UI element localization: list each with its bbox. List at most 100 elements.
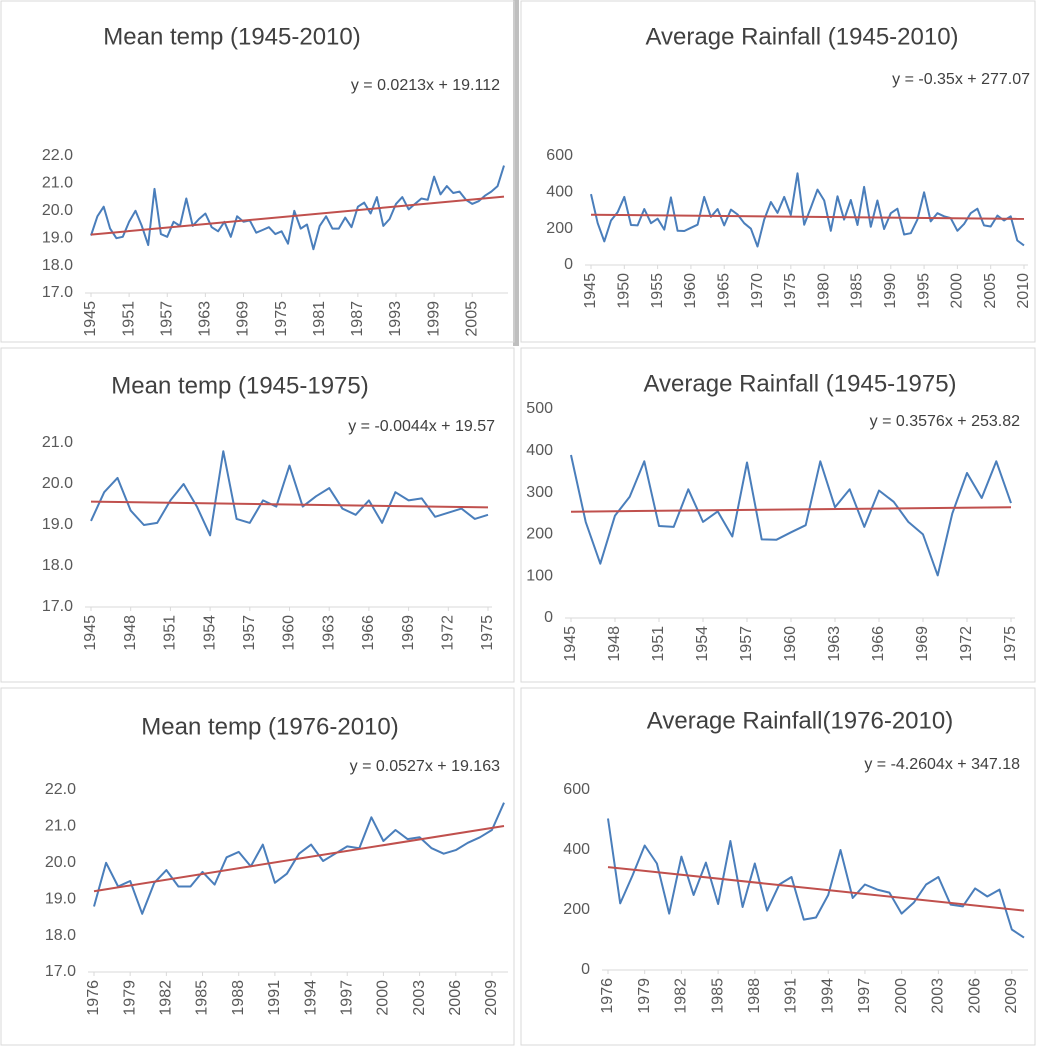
x-tick-label: 1970 <box>749 273 766 309</box>
y-tick-label: 0 <box>564 256 573 273</box>
panel <box>0 687 515 1046</box>
x-tick-label: 2005 <box>982 273 999 309</box>
x-tick-label: 1991 <box>266 980 283 1016</box>
trend-equation: y = 0.0527x + 19.163 <box>350 758 500 775</box>
x-tick-label: 1981 <box>311 301 328 337</box>
y-tick-label: 18.0 <box>42 557 73 574</box>
x-tick-label: 2005 <box>463 301 480 337</box>
y-tick-label: 18.0 <box>42 257 73 274</box>
x-tick-label: 1966 <box>870 626 887 662</box>
x-tick-label: 1963 <box>826 626 843 662</box>
chart-title: Mean temp (1976-2010) <box>141 713 398 740</box>
y-tick-label: 17.0 <box>42 284 73 301</box>
x-tick-label: 1960 <box>281 615 298 651</box>
data-line <box>607 818 1025 939</box>
x-tick-label: 1963 <box>320 615 337 651</box>
y-tick-label: 18.0 <box>45 927 76 944</box>
y-tick-label: 19.0 <box>42 229 73 246</box>
y-tick-label: 19.0 <box>45 890 76 907</box>
y-tick-label: 100 <box>526 567 553 584</box>
x-tick-label: 1975 <box>782 273 799 309</box>
trend-equation: y = 0.3576x + 253.82 <box>870 413 1020 430</box>
x-tick-label: 1985 <box>709 978 726 1014</box>
y-tick-label: 200 <box>526 526 553 543</box>
x-tick-label: 1948 <box>606 626 623 662</box>
trend-line <box>90 500 489 509</box>
x-tick-label: 2000 <box>893 978 910 1014</box>
trend-line <box>570 506 1012 513</box>
y-tick-label: 400 <box>546 184 573 201</box>
y-tick-label: 19.0 <box>42 516 73 533</box>
x-tick-label: 1966 <box>360 615 377 651</box>
x-tick-label: 1982 <box>158 980 175 1016</box>
y-tick-label: 600 <box>546 147 573 164</box>
x-tick-label: 1951 <box>650 626 667 662</box>
data-line <box>90 165 505 251</box>
panel <box>520 347 1036 683</box>
x-tick-label: 1954 <box>694 626 711 662</box>
chart-title: Average Rainfall(1976-2010) <box>647 707 953 734</box>
x-tick-label: 1951 <box>120 301 137 337</box>
chart-title: Average Rainfall (1945-2010) <box>645 23 958 50</box>
y-tick-label: 21.0 <box>42 434 73 451</box>
panel <box>520 687 1036 1046</box>
x-tick-label: 1988 <box>230 980 247 1016</box>
trend-equation: y = -0.0044x + 19.57 <box>348 418 495 435</box>
x-tick-label: 1963 <box>197 301 214 337</box>
divider <box>513 0 519 346</box>
x-tick-label: 1960 <box>782 626 799 662</box>
data-line <box>590 172 1025 248</box>
trend-equation: y = 0.0213x + 19.112 <box>351 77 500 94</box>
x-tick-label: 1976 <box>599 978 616 1014</box>
trend-line <box>607 866 1025 912</box>
x-tick-label: 1979 <box>121 980 138 1016</box>
y-tick-label: 20.0 <box>42 202 73 219</box>
trend-line <box>590 213 1025 220</box>
data-line <box>570 454 1012 577</box>
x-tick-label: 1976 <box>85 980 102 1016</box>
y-tick-label: 22.0 <box>42 147 73 164</box>
y-tick-label: 0 <box>581 961 590 978</box>
x-tick-label: 1969 <box>914 626 931 662</box>
y-tick-label: 200 <box>546 220 573 237</box>
x-tick-label: 1957 <box>738 626 755 662</box>
panel <box>0 0 515 343</box>
y-tick-label: 0 <box>544 609 553 626</box>
x-tick-label: 1997 <box>856 978 873 1014</box>
trend-line <box>93 825 505 893</box>
x-tick-label: 1975 <box>479 615 496 651</box>
y-tick-label: 600 <box>563 781 590 798</box>
x-tick-label: 1997 <box>338 980 355 1016</box>
data-line <box>90 450 489 537</box>
x-tick-label: 1979 <box>636 978 653 1014</box>
chart-title: Average Rainfall (1945-1975) <box>643 370 956 397</box>
x-tick-label: 1969 <box>235 301 252 337</box>
y-tick-label: 400 <box>526 442 553 459</box>
x-tick-label: 2003 <box>930 978 947 1014</box>
x-tick-label: 1945 <box>82 615 99 651</box>
x-tick-label: 1993 <box>387 301 404 337</box>
x-tick-label: 2009 <box>1003 978 1020 1014</box>
panel <box>520 0 1036 343</box>
x-tick-label: 1985 <box>849 273 866 309</box>
x-tick-label: 1987 <box>349 301 366 337</box>
trend-equation: y = -4.2604x + 347.18 <box>864 756 1020 773</box>
x-tick-label: 1980 <box>815 273 832 309</box>
chart-title: Mean temp (1945-1975) <box>111 372 368 399</box>
trend-line <box>90 195 505 236</box>
y-tick-label: 500 <box>526 400 553 417</box>
x-tick-label: 1945 <box>82 301 99 337</box>
x-tick-label: 1951 <box>162 615 179 651</box>
x-tick-label: 2006 <box>966 978 983 1014</box>
x-tick-label: 1995 <box>915 273 932 309</box>
x-tick-label: 1994 <box>302 980 319 1016</box>
x-tick-label: 2010 <box>1015 273 1032 309</box>
x-tick-label: 1955 <box>649 273 666 309</box>
x-tick-label: 1957 <box>241 615 258 651</box>
x-tick-label: 1965 <box>715 273 732 309</box>
y-tick-label: 200 <box>563 901 590 918</box>
data-line <box>93 802 505 915</box>
y-tick-label: 20.0 <box>42 475 73 492</box>
